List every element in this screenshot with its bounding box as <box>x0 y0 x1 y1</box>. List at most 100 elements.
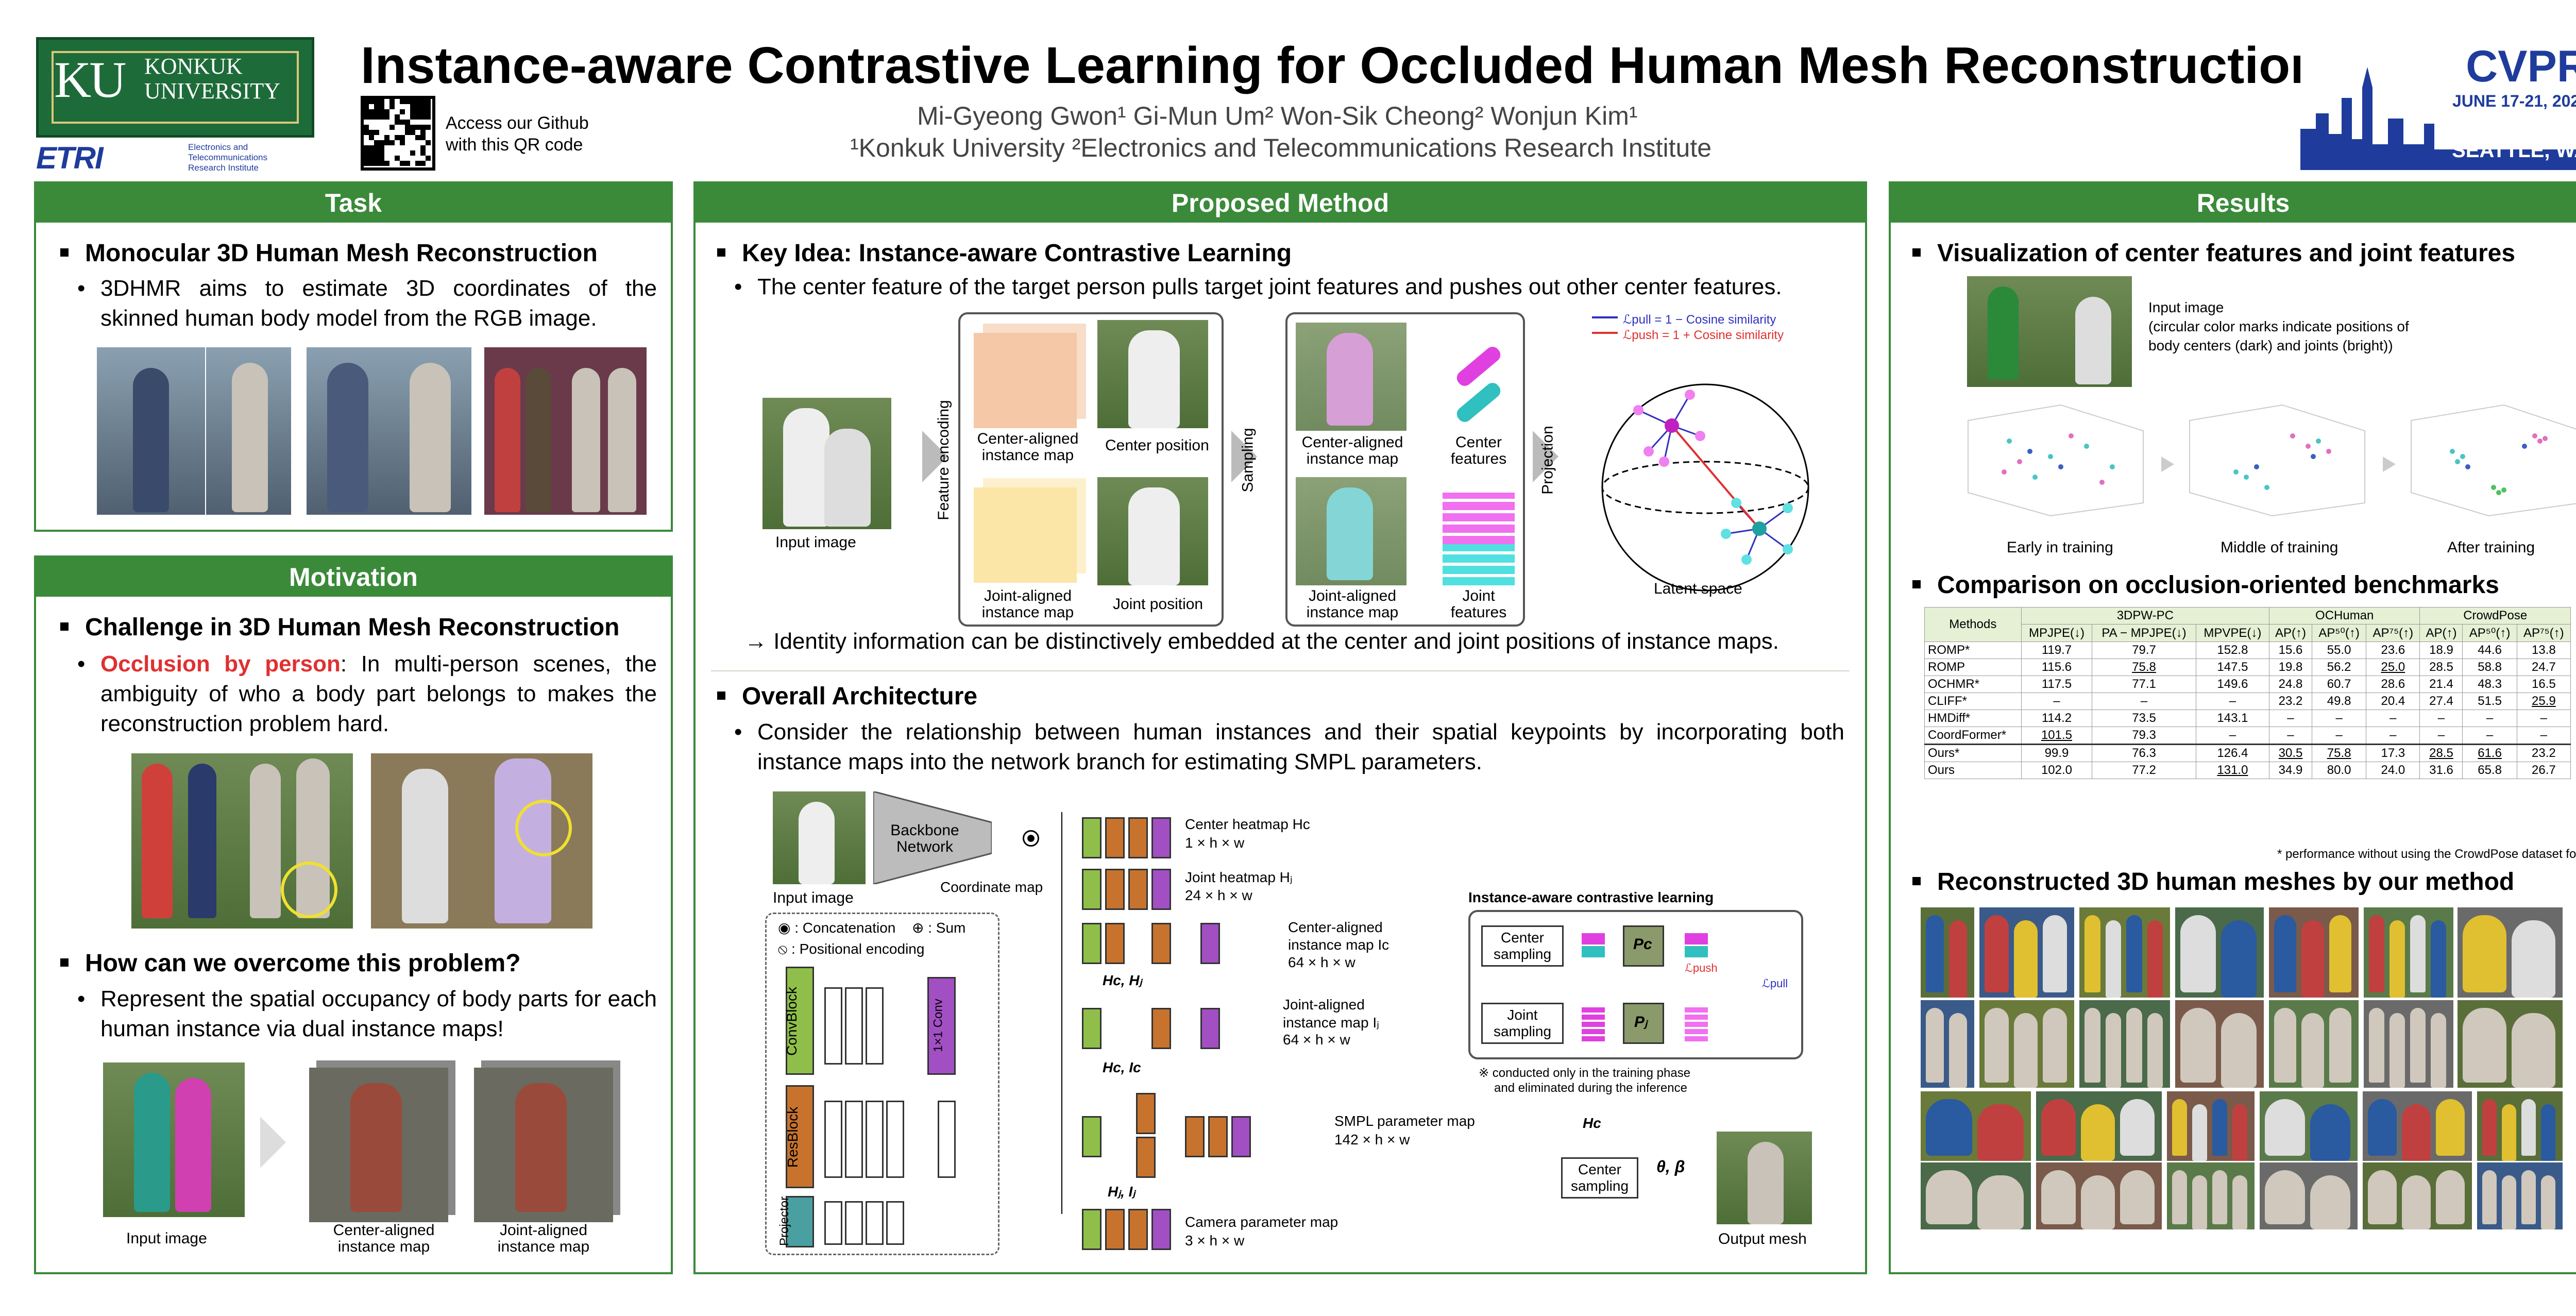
task-image-2 <box>307 347 389 515</box>
metric-cell: 152.8 <box>2195 642 2269 659</box>
motivation-bullet-1: • Occlusion by person: In multi-person sc… <box>77 651 657 736</box>
metric-cell: 114.2 <box>2021 710 2093 727</box>
mesh-result-image <box>2363 1091 2472 1161</box>
metric-cell: – <box>2311 710 2367 727</box>
metric-cell: 131.0 <box>2195 762 2269 779</box>
method-name-cell: Ours <box>1924 762 2022 779</box>
motivation-header: Motivation <box>36 558 671 597</box>
mesh-result-image <box>2260 1091 2358 1161</box>
metric-cell: 31.6 <box>2419 762 2463 779</box>
table-row: CLIFF* – – –23.2 49.8 20.4 27.4 51.5 25.9 <box>1924 693 2571 710</box>
joint-position-image <box>1097 477 1208 585</box>
metric-cell: 24.8 <box>2268 676 2312 693</box>
metric-cell: 75.8 <box>2092 659 2196 676</box>
mesh-result-image <box>2364 907 2453 998</box>
metric-cell: – <box>2516 710 2571 727</box>
mesh-result-image <box>1921 1162 2031 1229</box>
metric-cell: 49.8 <box>2311 693 2367 710</box>
metric-cell: 99.9 <box>2021 744 2093 762</box>
method-header: Proposed Method <box>696 183 1865 223</box>
l-push-legend: ℒpush = 1 + Cosine similarity <box>1623 328 1784 342</box>
motivation-heading-2: How can we overcome this problem? <box>60 950 521 977</box>
cap-input: Input image <box>126 1230 207 1247</box>
metric-cell: 75.8 <box>2311 744 2367 762</box>
qr-caption: Access our Github with this QR code <box>446 113 589 155</box>
mesh-result-image <box>2269 1000 2359 1088</box>
joint-sampling-image <box>1296 477 1406 585</box>
metric-cell: 28.5 <box>2419 659 2463 676</box>
results-heading-2: Comparison on occlusion-oriented benchma… <box>1912 571 2499 599</box>
architecture-heading: Overall Architecture <box>717 683 978 710</box>
task-image-3-mesh <box>562 347 647 515</box>
metric-cell: – <box>2268 710 2312 727</box>
table-row: OCHMR* 117.5 77.1 149.6 24.8 60.7 28.6 21.4 48.3… <box>1924 676 2571 693</box>
metric-cell: 79.7 <box>2092 642 2196 659</box>
metric-cell: – <box>2462 727 2517 745</box>
metric-cell: 143.1 <box>2195 710 2269 727</box>
center-map-cube <box>974 333 1077 428</box>
method-name-cell: OCHMR* <box>1924 676 2022 693</box>
task-bullet: • 3DHMR aims to estimate 3D coordinates o… <box>77 276 657 331</box>
training-scatter-plots <box>1968 404 2576 517</box>
table-row: Ours 102.0 77.2 131.0 34.9 80.0 24.0 31.6 65.8 26… <box>1924 762 2571 779</box>
metric-cell: 79.3 <box>2092 727 2196 745</box>
metric-cell: 48.3 <box>2462 676 2517 693</box>
mesh-result-image <box>2364 1000 2453 1088</box>
metric-cell: – <box>2462 710 2517 727</box>
projector-legend <box>786 1196 814 1247</box>
metric-cell: 117.5 <box>2021 676 2093 693</box>
divider <box>711 670 1850 671</box>
motivation-panel: Motivation Challenge in 3D Human Mesh Re… <box>34 555 673 1274</box>
metric-cell: – <box>2195 727 2269 745</box>
metric-cell: 61.6 <box>2462 744 2517 762</box>
metric-cell: 13.8 <box>2516 642 2571 659</box>
mesh-result-image <box>2167 1091 2255 1161</box>
qr-code[interactable] <box>361 96 435 171</box>
metric-cell: 44.6 <box>2462 642 2517 659</box>
joint-map-cube <box>974 487 1077 583</box>
etri-logo: ETRI Electronics and Telecommunications R… <box>36 141 268 175</box>
metric-cell: 58.8 <box>2462 659 2517 676</box>
convblock-legend <box>786 967 814 1075</box>
mesh-result-image <box>2458 907 2563 998</box>
mesh-result-image <box>2363 1162 2472 1229</box>
key-input-image <box>762 398 891 529</box>
mesh-result-image <box>2167 1162 2255 1229</box>
metric-cell: – <box>2311 727 2367 745</box>
metric-cell: 55.0 <box>2311 642 2367 659</box>
metric-cell: 115.6 <box>2021 659 2093 676</box>
metric-cell: 101.5 <box>2021 727 2093 745</box>
occlusion-image-2 <box>371 753 592 929</box>
motivation-input-image <box>103 1062 245 1217</box>
method-name-cell: Ours* <box>1924 744 2022 762</box>
pc-projector <box>1623 925 1664 967</box>
encoding-arrow-icon <box>922 431 948 482</box>
konkuk-logo: KU KONKUK UNIVERSITY <box>36 37 314 138</box>
metric-cell: 34.9 <box>2268 762 2312 779</box>
table-row: ROMP 115.6 75.8 147.5 19.8 56.2 25.0 28.5 58.8 24… <box>1924 659 2571 676</box>
method-name-cell: CLIFF* <box>1924 693 2022 710</box>
concat-icon <box>1023 830 1039 847</box>
metric-cell: 26.7 <box>2516 762 2571 779</box>
metric-cell: 15.6 <box>2268 642 2312 659</box>
metric-cell: 51.5 <box>2462 693 2517 710</box>
method-panel: Proposed Method Key Idea: Instance-aware… <box>693 181 1867 1274</box>
arrow-right-icon <box>260 1117 286 1168</box>
metric-cell: 20.4 <box>2366 693 2420 710</box>
results-header: Results <box>1891 183 2576 223</box>
center-sampling-image <box>1296 323 1406 431</box>
metric-cell: 76.3 <box>2092 744 2196 762</box>
metric-cell: 28.6 <box>2366 676 2420 693</box>
motivation-joint-map <box>474 1068 613 1222</box>
center-sampling-final <box>1561 1157 1638 1199</box>
cap-joint: Joint-aligned instance map <box>497 1222 590 1255</box>
metric-cell: – <box>2366 710 2420 727</box>
metric-cell: – <box>2366 727 2420 745</box>
mesh-result-image <box>2477 1162 2563 1229</box>
authors: Mi-Gyeong Gwon¹ Gi-Mun Um² Won-Sik Cheon… <box>917 102 1638 130</box>
mesh-result-image <box>1979 907 2074 998</box>
task-image-3 <box>484 347 562 515</box>
mesh-result-image <box>2175 1000 2264 1088</box>
metric-cell: 28.5 <box>2419 744 2463 762</box>
